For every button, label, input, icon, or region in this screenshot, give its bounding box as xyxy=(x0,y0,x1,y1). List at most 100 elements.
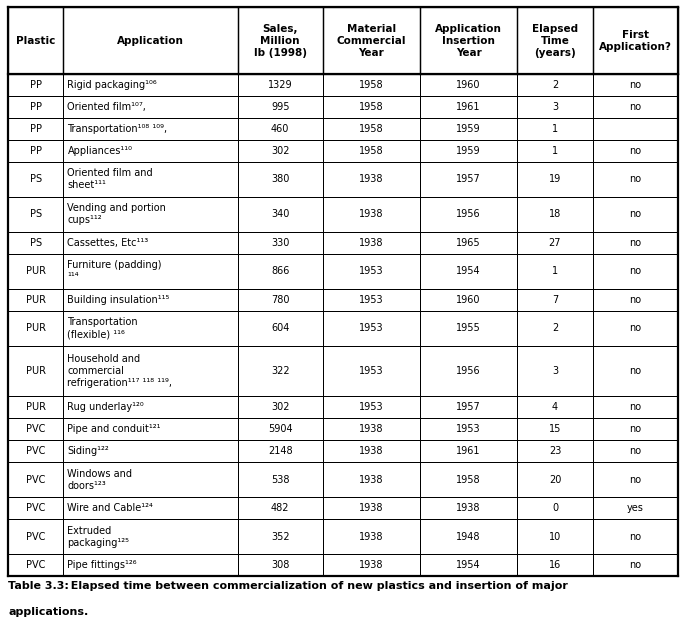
Text: Furniture (padding)
¹¹⁴: Furniture (padding) ¹¹⁴ xyxy=(67,260,162,282)
Text: 1954: 1954 xyxy=(456,560,481,570)
Text: Vending and portion
cups¹¹²: Vending and portion cups¹¹² xyxy=(67,203,166,225)
Text: 1956: 1956 xyxy=(456,209,481,219)
Text: Application
Insertion
Year: Application Insertion Year xyxy=(435,24,502,58)
Text: 330: 330 xyxy=(271,238,289,248)
Text: 352: 352 xyxy=(271,532,289,542)
Text: 995: 995 xyxy=(271,102,289,112)
Text: 1329: 1329 xyxy=(268,80,292,90)
Text: 2: 2 xyxy=(552,80,558,90)
Text: 1953: 1953 xyxy=(359,323,383,333)
Text: PS: PS xyxy=(29,238,42,248)
Text: no: no xyxy=(629,209,641,219)
Text: 604: 604 xyxy=(271,323,289,333)
Text: Windows and
doors¹²³: Windows and doors¹²³ xyxy=(67,469,132,490)
Text: 538: 538 xyxy=(271,475,289,485)
Text: 20: 20 xyxy=(549,475,561,485)
Text: 308: 308 xyxy=(271,560,289,570)
Text: 1: 1 xyxy=(552,124,558,134)
Text: Material
Commercial
Year: Material Commercial Year xyxy=(337,24,406,58)
Text: 3: 3 xyxy=(552,366,558,376)
Text: 1955: 1955 xyxy=(456,323,481,333)
Text: PP: PP xyxy=(29,124,42,134)
Text: 16: 16 xyxy=(549,560,561,570)
Text: no: no xyxy=(629,102,641,112)
Text: Extruded
packaging¹²⁵: Extruded packaging¹²⁵ xyxy=(67,525,130,547)
Text: 1: 1 xyxy=(552,266,558,276)
Text: 0: 0 xyxy=(552,503,558,513)
Text: 1948: 1948 xyxy=(456,532,481,542)
Text: Wire and Cable¹²⁴: Wire and Cable¹²⁴ xyxy=(67,503,154,513)
Text: applications.: applications. xyxy=(8,607,88,617)
Text: PUR: PUR xyxy=(26,266,46,276)
Text: 15: 15 xyxy=(549,424,561,434)
Text: PVC: PVC xyxy=(26,446,45,456)
Text: no: no xyxy=(629,402,641,412)
Text: 1957: 1957 xyxy=(456,174,481,184)
Text: 3: 3 xyxy=(552,102,558,112)
Text: 302: 302 xyxy=(271,145,289,156)
Text: no: no xyxy=(629,532,641,542)
Text: 7: 7 xyxy=(552,295,558,305)
Text: 1958: 1958 xyxy=(359,145,383,156)
Text: 1938: 1938 xyxy=(359,174,383,184)
Text: Rigid packaging¹⁰⁶: Rigid packaging¹⁰⁶ xyxy=(67,80,157,90)
Text: Rug underlay¹²⁰: Rug underlay¹²⁰ xyxy=(67,402,144,412)
Text: 5904: 5904 xyxy=(268,424,292,434)
Text: Application: Application xyxy=(117,36,184,46)
Text: 1958: 1958 xyxy=(359,124,383,134)
Text: Oriented film¹⁰⁷,: Oriented film¹⁰⁷, xyxy=(67,102,146,112)
Text: 322: 322 xyxy=(271,366,289,376)
Text: Siding¹²²: Siding¹²² xyxy=(67,446,109,456)
Text: PVC: PVC xyxy=(26,424,45,434)
Text: yes: yes xyxy=(627,503,643,513)
Text: Table 3.3:: Table 3.3: xyxy=(8,581,69,591)
Text: PVC: PVC xyxy=(26,560,45,570)
Text: 1953: 1953 xyxy=(359,266,383,276)
Text: 1938: 1938 xyxy=(359,238,383,248)
Text: Oriented film and
sheet¹¹¹: Oriented film and sheet¹¹¹ xyxy=(67,168,153,190)
Text: no: no xyxy=(629,424,641,434)
Text: 1953: 1953 xyxy=(359,295,383,305)
Text: 1953: 1953 xyxy=(456,424,481,434)
Text: 1958: 1958 xyxy=(359,80,383,90)
Text: Pipe fittings¹²⁶: Pipe fittings¹²⁶ xyxy=(67,560,137,570)
Text: Cassettes, Etc¹¹³: Cassettes, Etc¹¹³ xyxy=(67,238,149,248)
Text: no: no xyxy=(629,475,641,485)
Text: Transportation¹⁰⁸ ¹⁰⁹,: Transportation¹⁰⁸ ¹⁰⁹, xyxy=(67,124,167,134)
Text: 27: 27 xyxy=(549,238,561,248)
Text: 1960: 1960 xyxy=(456,295,481,305)
Text: 780: 780 xyxy=(271,295,289,305)
Text: Elapsed
Time
(years): Elapsed Time (years) xyxy=(532,24,578,58)
Text: PUR: PUR xyxy=(26,402,46,412)
Text: 1953: 1953 xyxy=(359,402,383,412)
Text: 1: 1 xyxy=(552,145,558,156)
Text: PVC: PVC xyxy=(26,532,45,542)
Text: PP: PP xyxy=(29,80,42,90)
Text: no: no xyxy=(629,366,641,376)
Text: PUR: PUR xyxy=(26,323,46,333)
Text: PP: PP xyxy=(29,102,42,112)
Text: 19: 19 xyxy=(549,174,561,184)
Text: 10: 10 xyxy=(549,532,561,542)
Text: no: no xyxy=(629,174,641,184)
Text: 1938: 1938 xyxy=(359,446,383,456)
Text: 302: 302 xyxy=(271,402,289,412)
Text: no: no xyxy=(629,80,641,90)
Text: 23: 23 xyxy=(549,446,561,456)
Text: 4: 4 xyxy=(552,402,558,412)
Text: Elapsed time between commercialization of new plastics and insertion of major: Elapsed time between commercialization o… xyxy=(63,581,568,591)
Text: PVC: PVC xyxy=(26,503,45,513)
Text: 1938: 1938 xyxy=(359,424,383,434)
Text: 1938: 1938 xyxy=(359,560,383,570)
Text: Pipe and conduit¹²¹: Pipe and conduit¹²¹ xyxy=(67,424,161,434)
Text: 1956: 1956 xyxy=(456,366,481,376)
Text: 482: 482 xyxy=(271,503,289,513)
Text: PUR: PUR xyxy=(26,366,46,376)
Text: 1938: 1938 xyxy=(359,209,383,219)
Text: Sales,
Million
lb (1998): Sales, Million lb (1998) xyxy=(254,24,307,58)
Text: 1957: 1957 xyxy=(456,402,481,412)
Text: 380: 380 xyxy=(271,174,289,184)
Text: Transportation
(flexible) ¹¹⁶: Transportation (flexible) ¹¹⁶ xyxy=(67,317,138,339)
Text: 866: 866 xyxy=(271,266,289,276)
Text: 1965: 1965 xyxy=(456,238,481,248)
